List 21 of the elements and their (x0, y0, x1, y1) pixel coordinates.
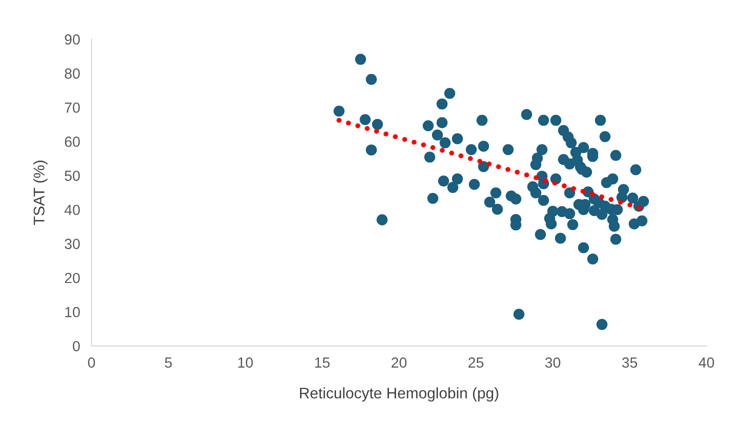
y-tick-label: 80 (64, 68, 80, 79)
y-tick-label: 60 (64, 136, 80, 147)
x-tick-label: 20 (392, 357, 407, 368)
y-tick-label: 20 (64, 272, 80, 284)
y-tick-label: 40 (64, 204, 80, 216)
x-tick-label: 10 (238, 357, 253, 368)
y-tick-label: 50 (64, 170, 80, 181)
y-tick-label: 90 (64, 34, 80, 45)
x-tick-label: 35 (622, 357, 638, 368)
x-tick-label: 30 (545, 357, 560, 368)
x-tick-label: 15 (315, 358, 330, 368)
x-tick-label: 5 (164, 358, 172, 368)
y-tick-label: 70 (64, 102, 80, 113)
y-tick-label: 10 (65, 306, 80, 318)
y-axis-title: TSAT (%) (33, 160, 48, 226)
x-tick-label: 25 (468, 357, 484, 368)
x-tick-label: 40 (698, 357, 714, 368)
x-tick-label: 0 (88, 357, 95, 368)
y-tick-label: 0 (72, 341, 80, 352)
x-axis-title: Reticulocyte Hemoglobin (pg) (300, 387, 498, 402)
y-tick-label: 30 (64, 238, 80, 250)
